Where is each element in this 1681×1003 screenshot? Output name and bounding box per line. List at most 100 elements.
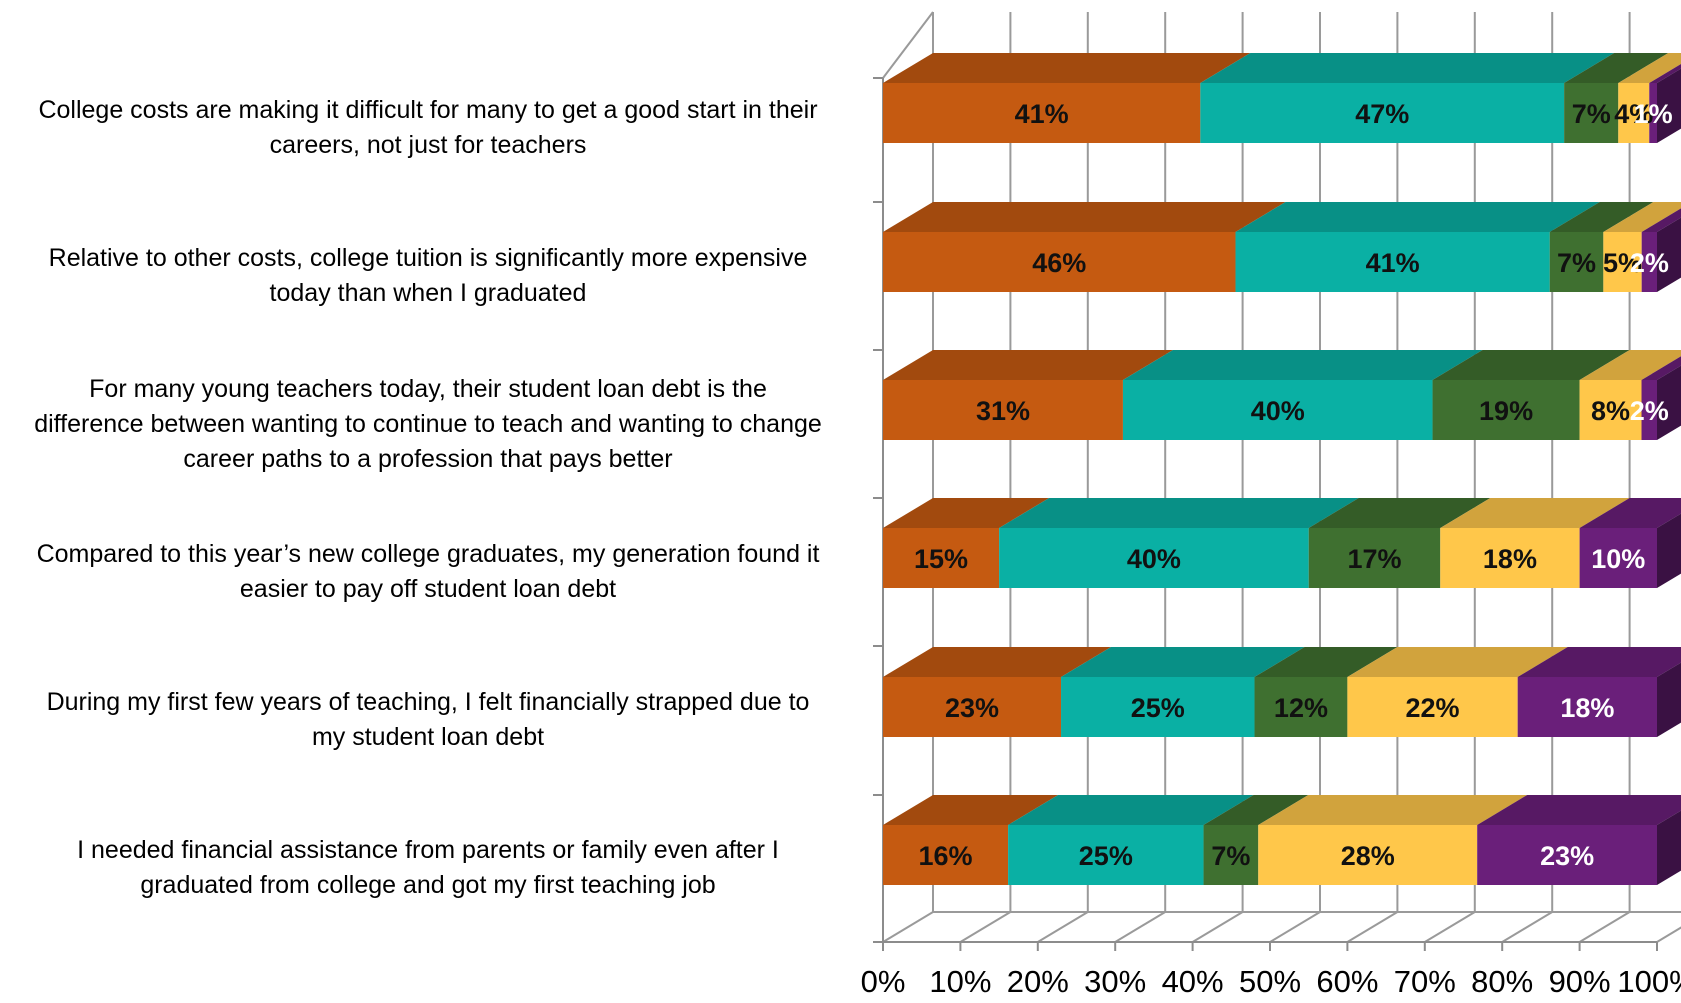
bar-segment bbox=[883, 825, 1009, 885]
bar-segment bbox=[883, 380, 1123, 440]
data-label: 28% bbox=[1341, 841, 1395, 871]
bar-segment bbox=[1649, 83, 1657, 143]
floor-depth-line bbox=[1579, 911, 1631, 943]
category-label-line: career paths to a profession that pays b… bbox=[183, 444, 673, 473]
category-label-line: careers, not just for teachers bbox=[269, 131, 587, 159]
bar-segment-top bbox=[1308, 498, 1491, 528]
bar-segment-top bbox=[883, 498, 1050, 528]
bar-segment-side bbox=[1657, 810, 1681, 885]
data-label: 8% bbox=[1591, 396, 1630, 426]
category-label-line: Relative to other costs, college tuition… bbox=[48, 244, 808, 272]
data-label: 41% bbox=[1015, 99, 1069, 129]
data-label: 7% bbox=[1211, 841, 1250, 871]
data-label: 25% bbox=[1079, 841, 1133, 871]
bar-segment bbox=[1200, 83, 1565, 143]
top-depth-edge bbox=[882, 11, 934, 79]
bar-segment-top bbox=[1235, 202, 1600, 232]
bar-segment-top bbox=[1579, 350, 1681, 380]
bar-segment-top bbox=[1203, 795, 1309, 825]
data-label: 4% bbox=[1614, 99, 1653, 129]
data-label: 23% bbox=[945, 693, 999, 723]
bar-segment-side bbox=[1657, 365, 1681, 440]
data-label: 40% bbox=[1127, 544, 1181, 574]
data-label: 15% bbox=[914, 544, 968, 574]
bar-segment-top bbox=[1603, 202, 1681, 232]
bar-segment-top bbox=[1641, 356, 1681, 380]
category-label-line: College costs are making it difficult fo… bbox=[38, 96, 818, 124]
bar-segment-side bbox=[1657, 662, 1681, 737]
data-label: 1% bbox=[1634, 99, 1673, 129]
x-tick-label: 30% bbox=[1084, 964, 1146, 999]
data-label: 22% bbox=[1406, 693, 1460, 723]
x-tick-label: 100% bbox=[1617, 964, 1681, 999]
data-label: 17% bbox=[1347, 544, 1401, 574]
bar-segment bbox=[1440, 528, 1580, 588]
data-label: 10% bbox=[1591, 544, 1645, 574]
bar-segment bbox=[1347, 677, 1518, 737]
floor-depth-line bbox=[1037, 911, 1089, 943]
bar-segment bbox=[1579, 380, 1642, 440]
category-label-line: graduated from college and got my first … bbox=[140, 871, 716, 899]
bar-segment-top bbox=[1061, 647, 1305, 677]
data-label: 25% bbox=[1131, 693, 1185, 723]
category-label: During my first few years of teaching, I… bbox=[18, 685, 838, 755]
bar-segment-top bbox=[1618, 53, 1681, 83]
data-label: 47% bbox=[1355, 99, 1409, 129]
bar-segment bbox=[1008, 825, 1204, 885]
category-label-line: today than when I graduated bbox=[269, 279, 587, 307]
x-tick-label: 0% bbox=[861, 964, 906, 999]
floor-depth-line bbox=[1346, 911, 1398, 943]
floor-depth-line bbox=[1656, 926, 1681, 943]
bar-segment bbox=[1641, 232, 1657, 292]
bar-segment-top bbox=[1579, 498, 1681, 528]
category-label-line: easier to pay off student loan debt bbox=[239, 575, 617, 603]
data-labels-layer: 41% 47% 7% 4%1%46% 41% 7% 5%2%31% 40% 19% 8% 2%15%… bbox=[914, 99, 1673, 871]
bar-segment-top bbox=[1517, 647, 1681, 677]
data-label: 23% bbox=[1540, 841, 1594, 871]
category-label-line: Compared to this year’s new college grad… bbox=[36, 540, 820, 568]
bar-segment bbox=[883, 232, 1236, 292]
bar-segment bbox=[1254, 677, 1348, 737]
x-tick-label: 80% bbox=[1471, 964, 1533, 999]
bar-segment bbox=[1564, 83, 1619, 143]
data-label: 12% bbox=[1274, 693, 1328, 723]
bar-segment-top bbox=[1564, 53, 1669, 83]
data-label: 18% bbox=[1483, 544, 1537, 574]
x-tick-label: 90% bbox=[1549, 964, 1611, 999]
bar-segment-top bbox=[1347, 647, 1568, 677]
category-label: I needed financial assistance from paren… bbox=[18, 833, 838, 903]
bar-segment-side bbox=[1657, 217, 1681, 292]
bar-segment bbox=[1308, 528, 1441, 588]
bar-segment-top bbox=[883, 350, 1173, 380]
floor-depth-line bbox=[1501, 911, 1553, 943]
category-label: College costs are making it difficult fo… bbox=[18, 93, 838, 163]
floor-depth-line bbox=[1269, 911, 1321, 943]
bar-segment-top bbox=[1641, 208, 1681, 232]
data-label: 40% bbox=[1251, 396, 1305, 426]
bar-segment-top bbox=[1200, 53, 1615, 83]
data-label: 41% bbox=[1366, 248, 1420, 278]
category-label-line: difference between wanting to continue t… bbox=[34, 409, 822, 438]
category-label-line: During my first few years of teaching, I… bbox=[46, 688, 810, 716]
data-label: 2% bbox=[1630, 396, 1669, 426]
bar-segment-top bbox=[1649, 63, 1681, 83]
bar-segment-top bbox=[883, 647, 1112, 677]
floor-depth-line bbox=[1424, 911, 1476, 943]
bar-segment bbox=[883, 528, 1000, 588]
data-label: 5% bbox=[1603, 248, 1642, 278]
category-label: For many young teachers today, their stu… bbox=[18, 372, 838, 477]
bar-segment bbox=[883, 677, 1062, 737]
bar-segment bbox=[1122, 380, 1433, 440]
bar-segment bbox=[1477, 825, 1657, 885]
bar-segment bbox=[1618, 83, 1650, 143]
bar-segment bbox=[883, 83, 1201, 143]
bar-segment bbox=[1641, 380, 1657, 440]
floor-depth-line bbox=[1192, 911, 1244, 943]
floor-depth-line bbox=[1114, 911, 1166, 943]
bar-segment-top bbox=[1258, 795, 1528, 825]
bar-segment-top bbox=[1122, 350, 1483, 380]
data-label: 7% bbox=[1572, 99, 1611, 129]
x-tick-label: 50% bbox=[1239, 964, 1301, 999]
bar-segment-top bbox=[883, 202, 1286, 232]
